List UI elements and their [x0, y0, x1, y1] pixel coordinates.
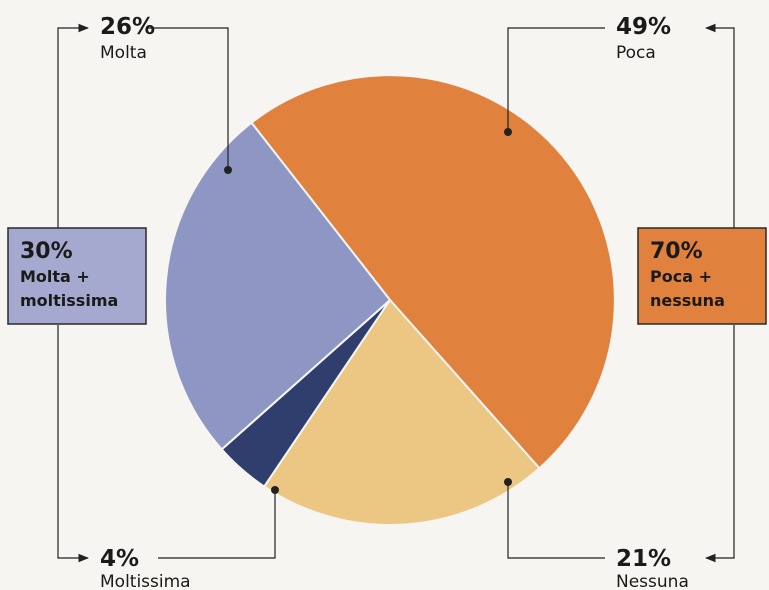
group-right-line1: Poca + [650, 267, 712, 286]
label-molta-name: Molta [100, 43, 147, 63]
label-nessuna-name: Nessuna [616, 572, 689, 590]
leader-dot-moltissima [271, 486, 279, 494]
label-nessuna-pct: 21% [616, 546, 671, 572]
leader-line-moltissima [158, 490, 276, 559]
pie-slice-poca [250, 74, 616, 470]
leader-line-poca [507, 27, 605, 132]
leader-dot-nessuna [504, 478, 512, 486]
leader-dot-molta [224, 166, 232, 174]
pie-slice-nessuna [262, 298, 541, 526]
bracket-arrow-left-top [57, 23, 90, 228]
label-moltissima-pct: 4% [100, 546, 139, 572]
leader-line-nessuna [507, 482, 605, 559]
bracket-arrow-right-bottom [704, 325, 735, 563]
group-box-right [637, 227, 767, 325]
group-left-line2: moltissima [20, 291, 118, 310]
group-left-pct: 30% [20, 239, 73, 264]
leader-dot-poca [504, 128, 512, 136]
bracket-arrow-right-top [704, 23, 735, 228]
leader-line-molta [148, 27, 229, 170]
pie-slices [164, 74, 616, 526]
label-moltissima-name: Moltissima [100, 572, 191, 590]
label-poca-pct: 49% [616, 14, 671, 40]
group-right-line2: nessuna [650, 291, 725, 310]
pie-slice-molta [164, 121, 392, 451]
label-poca-name: Poca [616, 43, 656, 63]
group-left-line1: Molta + [20, 267, 90, 286]
group-right-pct: 70% [650, 239, 703, 264]
bracket-arrow-left-bottom [57, 325, 90, 563]
label-molta-pct: 26% [100, 14, 155, 40]
group-box-left [7, 227, 147, 325]
